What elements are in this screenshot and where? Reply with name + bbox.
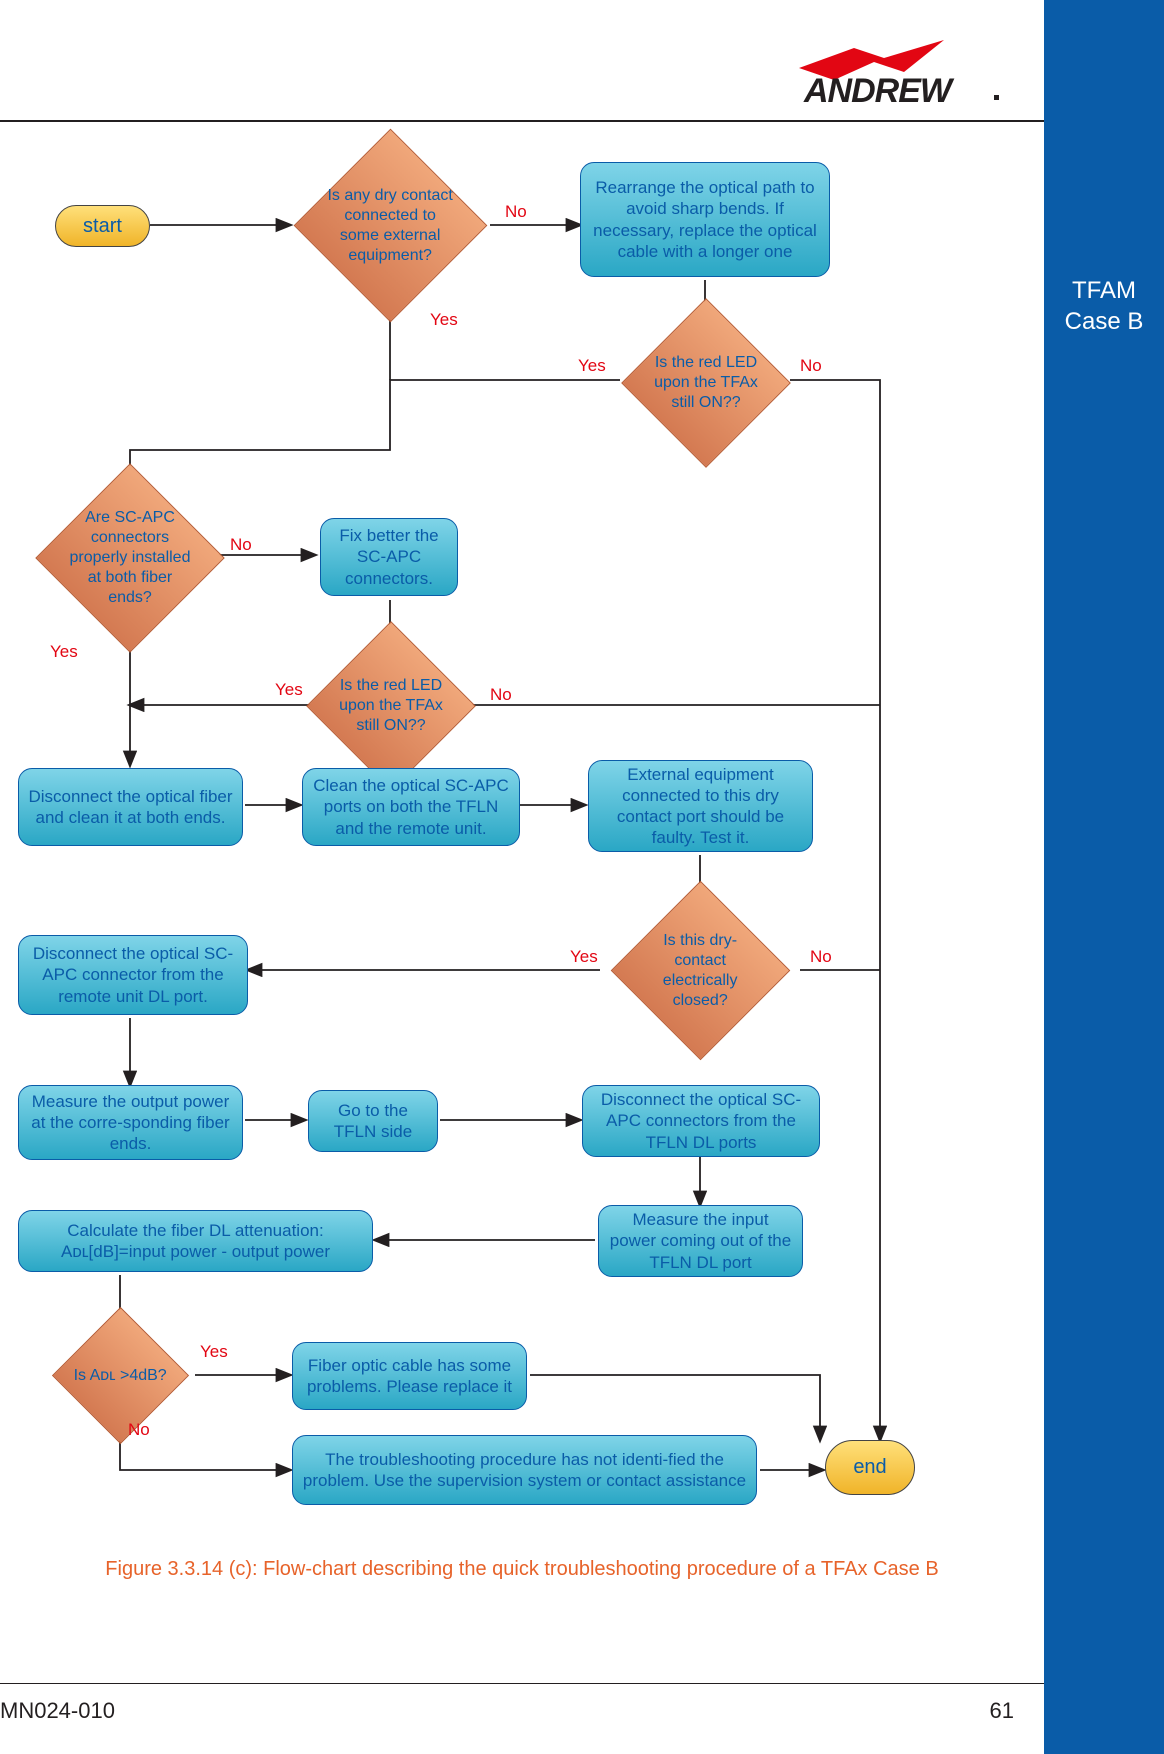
edge-no-3: No	[230, 535, 252, 555]
flowchart: start end Is any dry contact connected t…	[0, 150, 1044, 1540]
proc-disconnect-clean: Disconnect the optical fiber and clean i…	[18, 768, 243, 846]
decision-sc-apc-text: Are SC-APC connectors properly installed…	[64, 508, 196, 608]
proc-goto-tfln: Go to the TFLN side	[308, 1090, 438, 1152]
figure-caption: Figure 3.3.14 (c): Flow-chart describing…	[0, 1558, 1044, 1581]
proc-external-faulty: External equipment connected to this dry…	[588, 760, 813, 852]
proc-measure-output: Measure the output power at the corre-sp…	[18, 1085, 243, 1160]
footer-doc-number: MN024-010	[0, 1698, 115, 1724]
top-rule	[0, 120, 1044, 122]
blue-sidebar	[1044, 0, 1164, 1754]
decision-dry-closed: Is this dry-contact electrically closed?	[600, 890, 800, 1050]
decision-sc-apc: Are SC-APC connectors properly installed…	[32, 460, 227, 655]
proc-disconnect-tfln: Disconnect the optical SC-APC connectors…	[582, 1085, 820, 1157]
end-node: end	[825, 1440, 915, 1495]
decision-adl: Is Aᴅʟ >4dB?	[45, 1323, 195, 1428]
page: TFAM Case B ANDREW	[0, 0, 1164, 1754]
proc-measure-input: Measure the input power coming out of th…	[598, 1205, 803, 1277]
proc-rearrange: Rearrange the optical path to avoid shar…	[580, 162, 830, 277]
edge-no-2: No	[800, 356, 822, 376]
decision-red-led-2-text: Is the red LED upon the TFAx still ON??	[332, 676, 450, 736]
edge-no-5: No	[810, 947, 832, 967]
start-node: start	[55, 205, 150, 247]
proc-disconnect-remote: Disconnect the optical SC-APC connector …	[18, 935, 248, 1015]
edge-yes-4: Yes	[275, 680, 303, 700]
edge-no-4: No	[490, 685, 512, 705]
edge-yes-1: Yes	[430, 310, 458, 330]
edge-yes-3: Yes	[50, 642, 78, 662]
edge-yes-2: Yes	[578, 356, 606, 376]
bottom-rule	[0, 1683, 1044, 1685]
proc-not-identified: The troubleshooting procedure has not id…	[292, 1435, 757, 1505]
decision-red-led-2: Is the red LED upon the TFAx still ON??	[303, 618, 478, 793]
decision-dry-contact: Is any dry contact connected to some ext…	[290, 125, 490, 325]
decision-dry-closed-text: Is this dry-contact electrically closed?	[638, 930, 763, 1010]
decision-adl-text: Is Aᴅʟ >4dB?	[73, 1366, 168, 1386]
section-tab: TFAM Case B	[1044, 275, 1164, 337]
edge-yes-5: Yes	[570, 947, 598, 967]
decision-red-led-1: Is the red LED upon the TFAx still ON??	[618, 295, 793, 470]
decision-dry-contact-text: Is any dry contact connected to some ext…	[323, 185, 458, 265]
proc-clean-ports: Clean the optical SC-APC ports on both t…	[302, 768, 520, 846]
decision-red-led-1-text: Is the red LED upon the TFAx still ON??	[647, 353, 765, 413]
edge-no-6: No	[128, 1420, 150, 1440]
proc-calculate: Calculate the fiber DL attenuation: Aᴅʟ[…	[18, 1210, 373, 1272]
footer-page-number: 61	[990, 1698, 1014, 1724]
proc-fix-scapc: Fix better the SC-APC connectors.	[320, 518, 458, 596]
brand-text: ANDREW	[803, 72, 955, 110]
edge-yes-6: Yes	[200, 1342, 228, 1362]
edge-no-1: No	[505, 202, 527, 222]
brand-logo: ANDREW	[794, 40, 1014, 110]
proc-fiber-problem: Fiber optic cable has some problems. Ple…	[292, 1342, 527, 1410]
